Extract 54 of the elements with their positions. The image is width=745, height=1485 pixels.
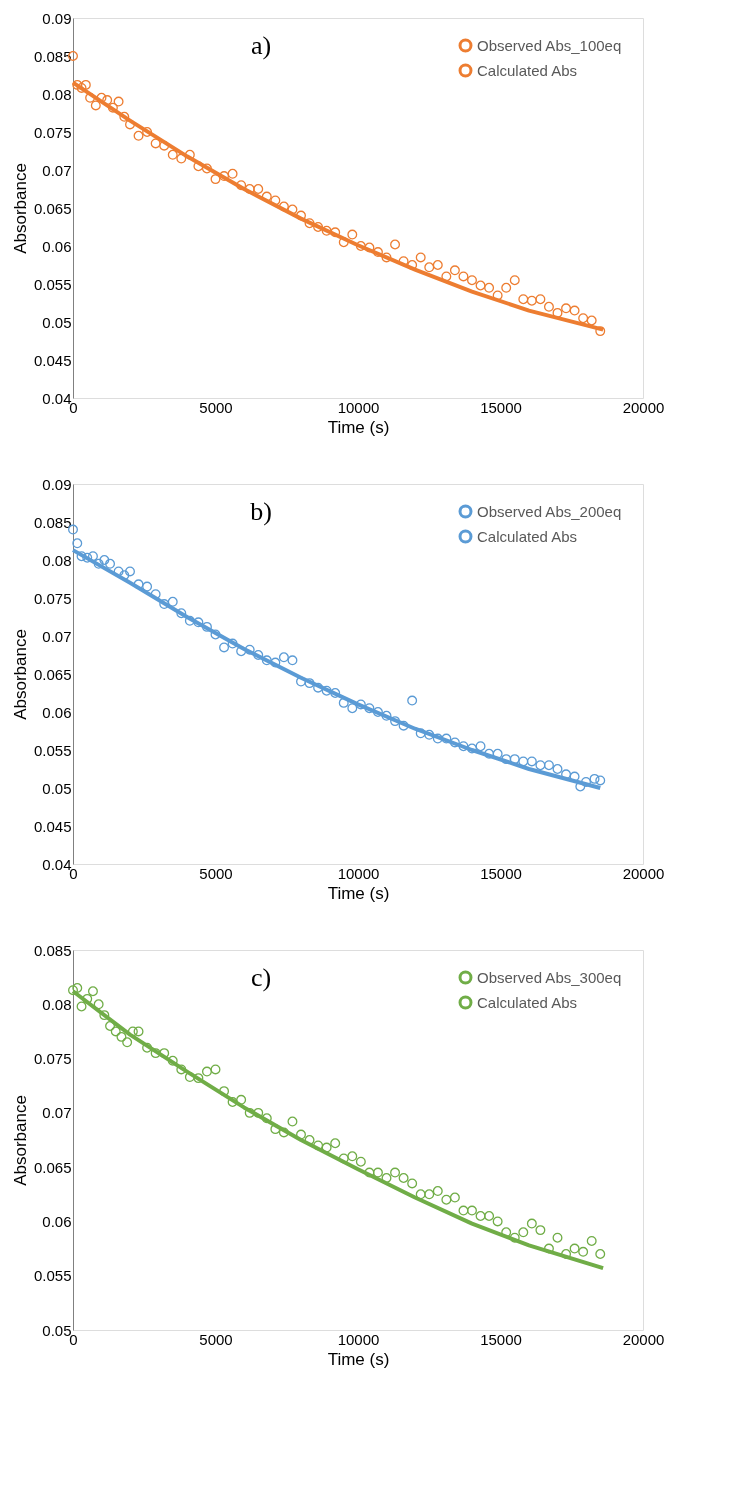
y-tick-label: 0.09 <box>42 9 72 27</box>
y-axis-title: Absorbance <box>10 163 30 254</box>
y-tick-label: 0.075 <box>33 1050 72 1068</box>
x-tick-label: 20000 <box>622 398 665 416</box>
annotation: c) <box>251 963 272 992</box>
x-tick-label: 10000 <box>337 398 380 416</box>
x-axis-title: Time (s) <box>327 417 390 437</box>
legend-label: Calculated Abs <box>477 61 578 79</box>
legend-label: Calculated Abs <box>477 527 578 545</box>
y-tick-label: 0.07 <box>42 161 72 179</box>
legend-label: Observed Abs_200eq <box>477 502 622 520</box>
x-tick-label: 15000 <box>480 398 522 416</box>
x-tick-label: 15000 <box>480 1330 522 1348</box>
y-tick-label: 0.085 <box>33 513 72 531</box>
y-tick-label: 0.06 <box>42 237 72 255</box>
y-tick-label: 0.08 <box>42 85 72 103</box>
y-tick-label: 0.065 <box>33 199 72 217</box>
y-tick-label: 0.05 <box>42 313 72 331</box>
y-tick-label: 0.05 <box>42 779 72 797</box>
y-tick-label: 0.065 <box>33 665 72 683</box>
x-tick-label: 5000 <box>199 398 233 416</box>
y-tick-label: 0.07 <box>42 627 72 645</box>
y-tick-label: 0.06 <box>42 703 72 721</box>
y-tick-label: 0.085 <box>33 941 72 959</box>
y-tick-label: 0.075 <box>33 123 72 141</box>
annotation: a) <box>251 31 272 60</box>
legend-label: Observed Abs_300eq <box>477 968 622 986</box>
x-axis-title: Time (s) <box>327 883 390 903</box>
y-tick-label: 0.08 <box>42 551 72 569</box>
y-tick-label: 0.055 <box>33 275 72 293</box>
y-tick-label: 0.07 <box>42 1104 72 1122</box>
x-tick-label: 20000 <box>622 1330 665 1348</box>
y-tick-label: 0.085 <box>33 47 72 65</box>
y-tick-label: 0.055 <box>33 741 72 759</box>
x-tick-label: 5000 <box>199 1330 233 1348</box>
x-tick-label: 10000 <box>337 864 380 882</box>
y-axis-title: Absorbance <box>10 1095 30 1186</box>
y-tick-label: 0.065 <box>33 1158 72 1176</box>
x-tick-label: 15000 <box>480 864 522 882</box>
y-tick-label: 0.075 <box>33 589 72 607</box>
y-tick-label: 0.055 <box>33 1267 72 1285</box>
x-tick-label: 5000 <box>199 864 233 882</box>
y-tick-label: 0.08 <box>42 995 72 1013</box>
y-tick-label: 0.045 <box>33 351 72 369</box>
annotation: b) <box>250 497 272 526</box>
y-tick-label: 0.06 <box>42 1212 72 1230</box>
x-axis-title: Time (s) <box>327 1349 390 1369</box>
x-tick-label: 10000 <box>337 1330 380 1348</box>
y-tick-label: 0.09 <box>42 475 72 493</box>
legend-label: Observed Abs_100eq <box>477 36 622 54</box>
y-axis-title: Absorbance <box>10 629 30 720</box>
y-tick-label: 0.045 <box>33 817 72 835</box>
legend-label: Calculated Abs <box>477 993 578 1011</box>
x-tick-label: 20000 <box>622 864 665 882</box>
